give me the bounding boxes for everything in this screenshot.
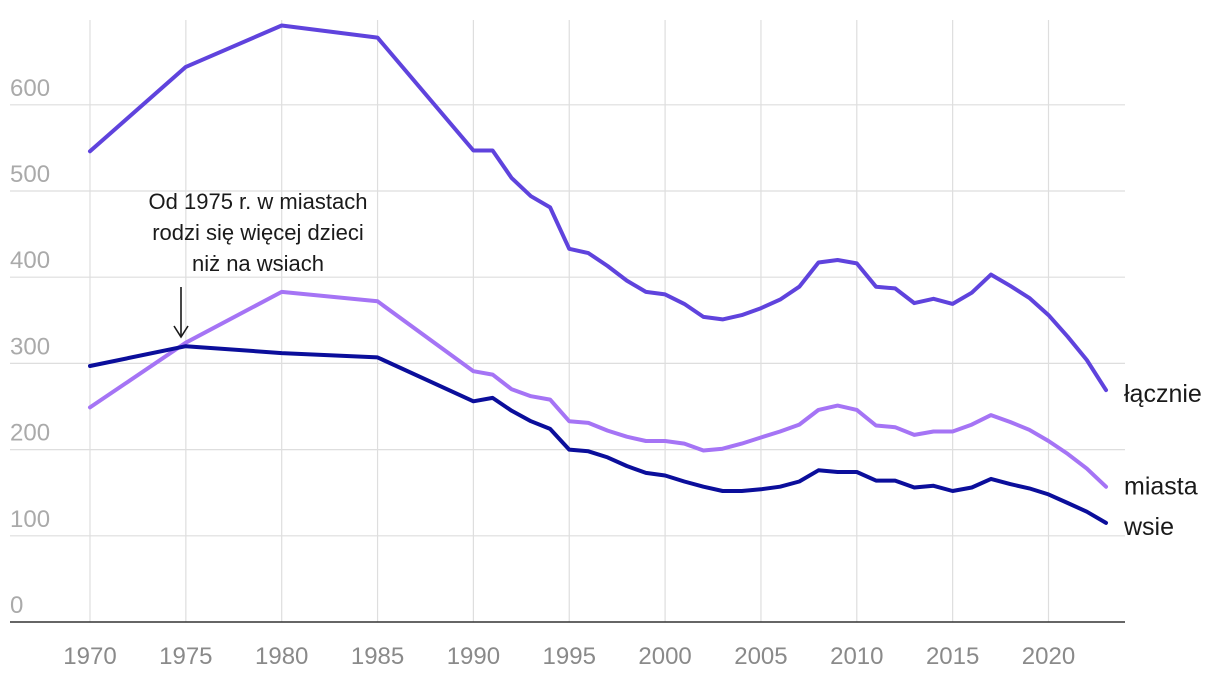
annotation-line-2: rodzi się więcej dzieci [152,220,364,245]
x-tick-label: 2000 [638,643,691,670]
y-tick-label: 600 [10,75,50,102]
annotation: Od 1975 r. w miastach rodzi się więcej d… [149,189,368,339]
x-tick-label: 1985 [351,643,404,670]
grid-layer [10,20,1125,622]
annotation-line-1: Od 1975 r. w miastach [149,189,368,214]
x-tick-label: 2005 [734,643,787,670]
annotation-arrow-head [173,325,189,339]
x-axis-ticks: 1970 1975 1980 1985 1990 1995 2000 2005 2010 2015… [63,643,1075,670]
x-tick-label: 2010 [830,643,883,670]
series-label-0: łącznie [1124,380,1202,408]
x-tick-label: 1990 [447,643,500,670]
y-tick-label: 300 [10,333,50,360]
x-tick-label: 1970 [63,643,116,670]
series-label-2: wsie [1123,513,1174,541]
series-line-2 [88,344,1108,525]
series-labels: łącznie miasta wsie [1123,380,1202,541]
y-tick-label: 500 [10,161,50,188]
y-axis-ticks: 0 100 200 300 400 500 600 [10,75,50,619]
x-tick-label: 2020 [1022,643,1075,670]
y-tick-label: 200 [10,420,50,447]
y-tick-label: 400 [10,247,50,274]
series-line-0 [88,23,1108,393]
annotation-line-3: niż na wsiach [192,251,324,276]
series-label-1: miasta [1124,473,1198,501]
x-tick-label: 1995 [543,643,596,670]
x-tick-label: 1975 [159,643,212,670]
x-tick-label: 1980 [255,643,308,670]
y-tick-label: 0 [10,592,23,619]
y-tick-label: 100 [10,506,50,533]
series-line-1 [88,289,1108,489]
series-layer [88,23,1108,525]
x-tick-label: 2015 [926,643,979,670]
